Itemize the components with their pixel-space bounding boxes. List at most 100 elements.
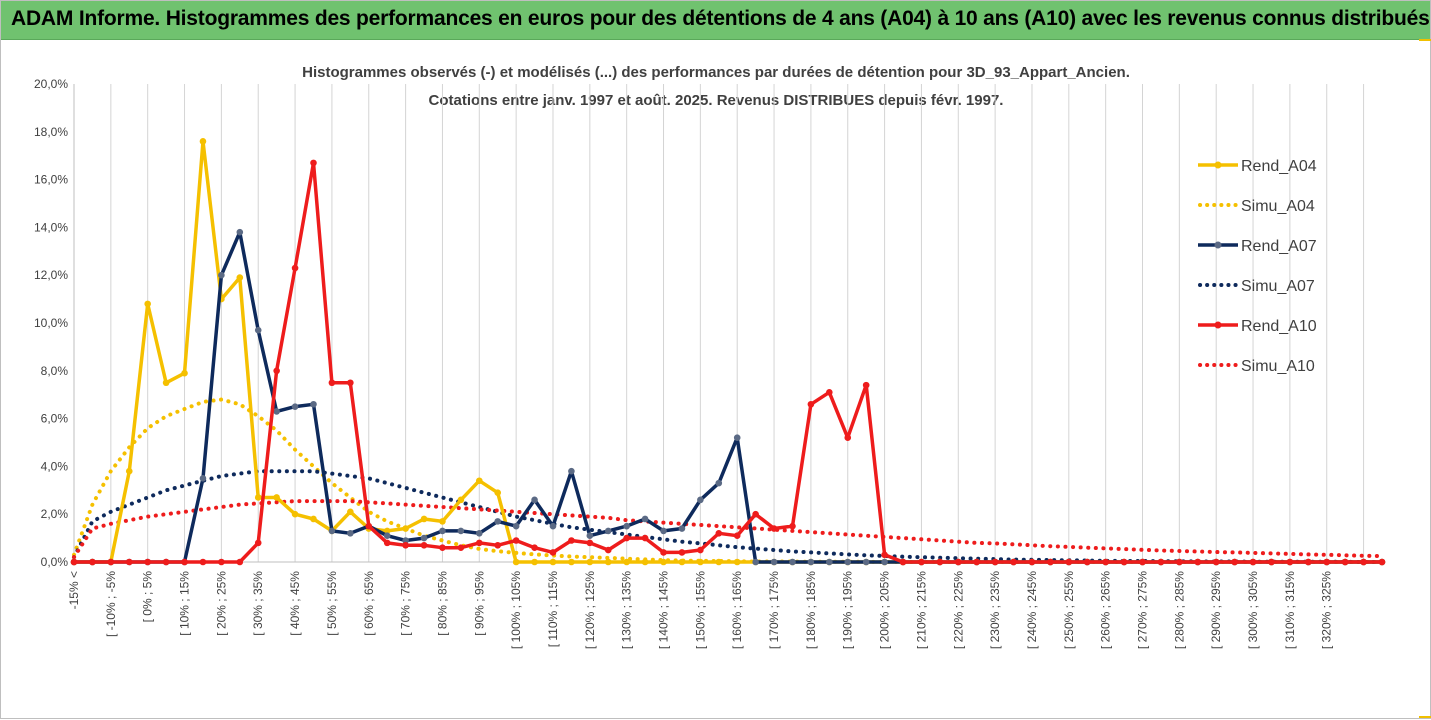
data-point-rend-a04 (678, 558, 686, 566)
data-point-rend-a04 (623, 558, 630, 566)
data-point-rend-a07 (862, 558, 870, 566)
x-tick-label: [ 50% ; 55% (325, 571, 339, 636)
data-point-rend-a10 (310, 159, 317, 167)
data-point-rend-a10 (439, 544, 446, 551)
legend-label-simu-a07: Simu_A07 (1241, 278, 1315, 295)
data-point-rend-a10 (383, 539, 391, 547)
x-tick-label: [ 310% ; 315% (1283, 571, 1297, 649)
data-point-rend-a07 (623, 522, 630, 530)
data-point-rend-a07 (678, 525, 686, 532)
data-point-rend-a10 (457, 544, 465, 551)
x-tick-label: [ 150% ; 155% (693, 571, 707, 649)
data-point-rend-a10 (89, 558, 96, 566)
data-point-rend-a07 (475, 530, 483, 537)
data-point-rend-a07 (770, 558, 778, 566)
data-point-rend-a10 (807, 400, 815, 408)
data-point-rend-a10 (623, 534, 630, 542)
series-line-simu-a07 (72, 469, 1384, 564)
data-point-rend-a07 (439, 527, 446, 535)
y-tick-label: 10,0% (34, 316, 68, 330)
data-point-rend-a10 (125, 558, 133, 566)
legend-marker-rend-a10 (1214, 321, 1222, 329)
data-point-rend-a04 (383, 527, 391, 535)
x-tick-label: [ 270% ; 275% (1136, 571, 1150, 649)
y-tick-label: 18,0% (34, 125, 68, 139)
x-tick-label: [ 60% ; 65% (362, 571, 376, 636)
data-point-rend-a10 (328, 379, 336, 387)
x-tick-label: [ 100% ; 105% (509, 571, 523, 649)
data-point-rend-a10 (918, 558, 925, 566)
x-tick-label: -15% < (67, 571, 81, 609)
data-point-rend-a10 (1194, 558, 1202, 566)
data-point-rend-a10 (475, 539, 483, 547)
data-point-rend-a10 (1120, 558, 1128, 566)
y-tick-label: 14,0% (34, 220, 68, 234)
data-point-rend-a07 (752, 558, 759, 566)
data-point-rend-a10 (770, 525, 778, 532)
data-point-rend-a04 (457, 496, 465, 504)
data-point-rend-a07 (549, 522, 557, 530)
data-point-rend-a10 (936, 558, 944, 566)
data-point-rend-a07 (789, 558, 796, 566)
data-point-rend-a07 (807, 558, 815, 566)
series-line-rend-a04 (74, 139, 1382, 564)
data-point-rend-a04 (512, 558, 520, 566)
x-tick-label: [ 40% ; 45% (288, 571, 302, 636)
data-point-rend-a07 (826, 558, 833, 566)
data-point-rend-a10 (954, 558, 962, 566)
x-tick-label: [ 180% ; 185% (804, 571, 818, 649)
data-point-rend-a04 (181, 369, 188, 377)
x-tick-label: [ 300% ; 305% (1246, 571, 1260, 649)
data-point-rend-a04 (568, 558, 575, 566)
data-point-rend-a10 (236, 558, 244, 566)
legend-label-rend-a04: Rend_A04 (1241, 158, 1317, 175)
x-tick-label: [ 260% ; 265% (1099, 571, 1113, 649)
x-tick-label: [ 140% ; 145% (657, 571, 671, 649)
x-tick-label: [ 0% ; 5% (141, 571, 155, 623)
data-point-rend-a04 (475, 477, 483, 485)
grid-layer (73, 84, 1365, 562)
data-point-rend-a10 (1010, 558, 1017, 566)
legend-label-rend-a10: Rend_A10 (1241, 318, 1317, 335)
chart-subtitle: Cotations entre janv. 1997 et août. 2025… (429, 92, 1004, 109)
data-point-rend-a10 (826, 389, 833, 396)
data-point-rend-a07 (715, 479, 723, 487)
x-tick-label: [ 290% ; 295% (1209, 571, 1223, 649)
data-point-rend-a04 (531, 558, 538, 566)
data-point-rend-a10 (1231, 558, 1238, 566)
y-tick-label: 4,0% (41, 459, 69, 473)
data-point-rend-a07 (236, 228, 244, 236)
data-point-rend-a10 (181, 558, 188, 566)
data-point-rend-a10 (862, 381, 870, 389)
data-point-rend-a10 (273, 367, 280, 375)
data-point-rend-a10 (844, 434, 852, 442)
x-tick-label: [ 170% ; 175% (767, 571, 781, 649)
corner-marker (1419, 39, 1431, 47)
data-point-rend-a10 (1157, 558, 1165, 566)
data-point-rend-a04 (125, 467, 133, 475)
data-point-rend-a07 (531, 496, 538, 504)
data-point-rend-a10 (420, 541, 428, 549)
x-tick-label: [ 200% ; 205% (878, 571, 892, 649)
data-point-rend-a10 (973, 558, 981, 566)
legend-marker-rend-a07 (1214, 241, 1222, 249)
data-point-rend-a07 (512, 522, 520, 530)
data-point-rend-a10 (1286, 558, 1294, 566)
data-point-rend-a10 (402, 541, 409, 549)
report-banner: ADAM Informe. Histogrammes des performan… (1, 1, 1430, 40)
data-point-rend-a10 (291, 264, 299, 272)
data-point-rend-a10 (1028, 558, 1036, 566)
x-tick-label: [ 30% ; 35% (251, 571, 265, 636)
data-point-rend-a04 (347, 508, 354, 516)
data-point-rend-a07 (273, 408, 280, 415)
data-point-rend-a10 (881, 551, 888, 559)
data-point-rend-a07 (218, 271, 225, 279)
legend-label-rend-a07: Rend_A07 (1241, 238, 1317, 255)
data-point-rend-a04 (291, 510, 299, 518)
data-point-rend-a04 (641, 558, 649, 566)
legend-label-simu-a04: Simu_A04 (1241, 198, 1315, 215)
data-point-rend-a07 (586, 532, 594, 540)
data-point-rend-a07 (494, 518, 502, 525)
data-point-rend-a07 (347, 530, 354, 537)
